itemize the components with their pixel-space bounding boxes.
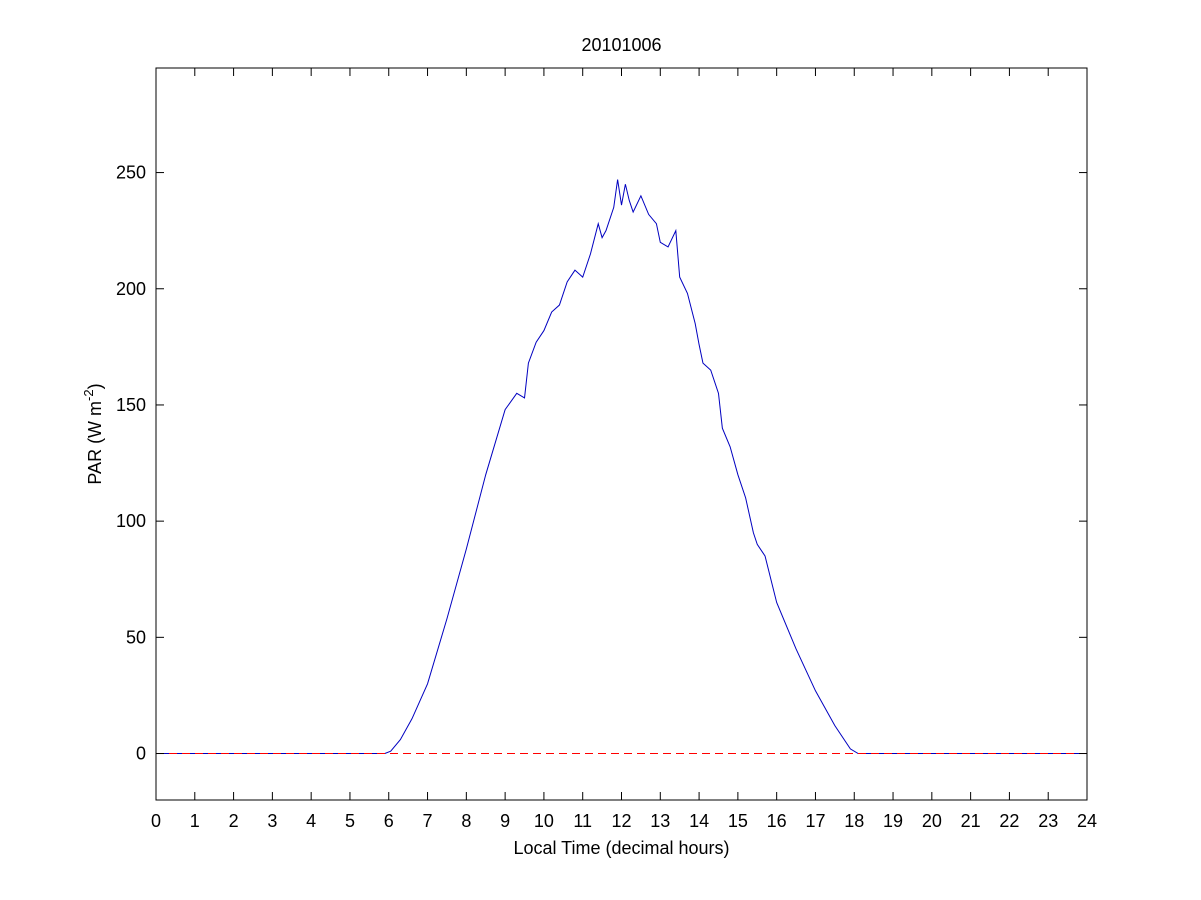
x-tick-label: 23 <box>1038 811 1058 831</box>
x-tick-label: 4 <box>306 811 316 831</box>
y-tick-label: 100 <box>116 511 146 531</box>
x-tick-label: 14 <box>689 811 709 831</box>
x-tick-label: 1 <box>190 811 200 831</box>
x-tick-label: 12 <box>611 811 631 831</box>
series-line-0 <box>156 179 1087 755</box>
x-tick-label: 3 <box>267 811 277 831</box>
x-tick-label: 16 <box>767 811 787 831</box>
x-tick-label: 7 <box>423 811 433 831</box>
y-axis-label-base: PAR (W m <box>85 401 105 485</box>
series-layer <box>156 179 1087 755</box>
x-tick-label: 10 <box>534 811 554 831</box>
x-tick-label: 21 <box>961 811 981 831</box>
y-axis-label: PAR (W m-2) <box>81 383 105 484</box>
x-tick-label: 15 <box>728 811 748 831</box>
y-tick-label: 0 <box>136 744 146 764</box>
tick-layer: 0 1 2 3 4 5 6 7 8 9 10 11 12 13 14 15 16 17 18 19 20 21 22 23 24… <box>116 68 1097 831</box>
x-tick-label: 22 <box>999 811 1019 831</box>
x-axis-label: Local Time (decimal hours) <box>513 838 729 858</box>
x-tick-label: 18 <box>844 811 864 831</box>
x-tick-label: 9 <box>500 811 510 831</box>
y-tick-label: 150 <box>116 395 146 415</box>
x-tick-label: 24 <box>1077 811 1097 831</box>
x-tick-label: 20 <box>922 811 942 831</box>
plot-area <box>156 68 1087 800</box>
x-tick-label: 6 <box>384 811 394 831</box>
y-axis-label-suffix: ) <box>85 383 105 389</box>
x-tick-label: 5 <box>345 811 355 831</box>
y-tick-label: 50 <box>126 627 146 647</box>
y-axis-label-superscript: -2 <box>81 389 96 401</box>
x-tick-label: 17 <box>805 811 825 831</box>
x-tick-label: 19 <box>883 811 903 831</box>
x-tick-label: 8 <box>461 811 471 831</box>
chart-title: 20101006 <box>581 35 661 55</box>
y-tick-label: 200 <box>116 279 146 299</box>
x-tick-label: 0 <box>151 811 161 831</box>
y-tick-label: 250 <box>116 163 146 183</box>
x-tick-label: 13 <box>650 811 670 831</box>
x-tick-label: 2 <box>229 811 239 831</box>
x-tick-label: 11 <box>573 811 592 831</box>
